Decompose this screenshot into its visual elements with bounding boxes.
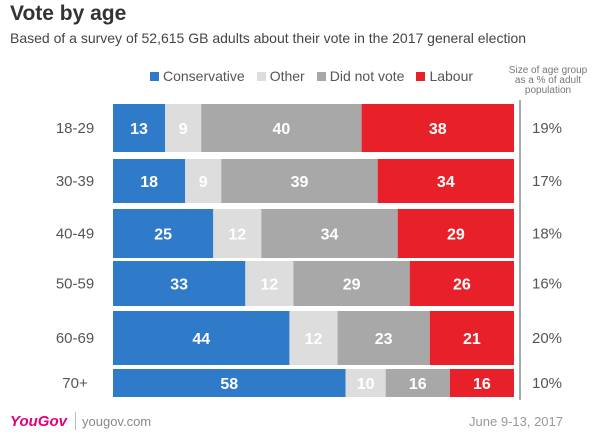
group-size-label: 10% [532,375,562,392]
yougov-logo: YouGov [10,413,67,430]
bar-segment-conservative [113,311,290,365]
data-label: 33 [170,277,188,294]
data-label: 23 [375,331,393,348]
category-label: 50-59 [56,276,94,293]
chart-title: Vote by age [10,2,127,25]
data-label: 29 [447,227,465,244]
group-size-label: 18% [532,226,562,243]
legend-label-conservative: Conservative [163,68,245,84]
legend-swatch-conservative [150,71,159,81]
bar-segment-labour [429,311,514,365]
category-label: 40-49 [56,226,94,243]
legend-item-other: Other [256,68,305,84]
group-size-header-line: Size of age group [508,65,588,76]
bar-segment-labour [361,104,514,152]
bar-segment-conservative [113,104,166,152]
bar-segment-labour [409,261,514,306]
data-label: 10 [357,376,375,393]
bar-segment-did_not_vote [221,159,378,203]
group-size-header-line: as a % of adult [514,75,582,86]
footer-divider [75,412,76,430]
bar-segment-did_not_vote [261,209,398,258]
data-label: 29 [343,277,361,294]
legend-swatch-did-not-vote [316,71,326,81]
bar-segment-did_not_vote [337,311,430,365]
bar-segment-did_not_vote [201,104,362,152]
category-label: 30-39 [56,173,94,190]
legend-item-did-not-vote: Did not vote [316,68,405,84]
bar-segment-conservative [113,261,246,306]
bar-segment-other [245,261,294,306]
chart-subtitle: Based of a survey of 52,615 GB adults ab… [10,30,527,46]
legend-item-labour: Labour [416,68,473,84]
legend-label-other: Other [269,68,305,84]
legend-label-did-not-vote: Did not vote [329,68,405,84]
bar-segment-did_not_vote [385,369,450,397]
data-label: 12 [260,277,278,294]
data-label: 16 [409,376,427,393]
category-label: 70+ [62,375,88,392]
bar-segment-other [213,209,262,258]
bar-segment-other [345,369,386,397]
bar-segment-labour [397,209,514,258]
data-label: 34 [437,174,455,191]
data-label: 58 [220,376,238,393]
data-label: 18 [140,174,158,191]
data-label: 9 [199,174,208,191]
bar-segment-other [185,159,222,203]
bar-segment-conservative [113,159,186,203]
group-size-header-line: population [524,85,572,96]
data-label: 21 [463,331,481,348]
group-size-header: Size of age group as a % of adult popula… [498,66,598,96]
data-label: 13 [130,121,148,138]
data-label: 12 [228,227,246,244]
data-label: 44 [192,331,210,348]
data-label: 26 [453,277,471,294]
group-size-label: 19% [532,120,562,137]
data-label: 25 [154,227,172,244]
footer-url: yougov.com [82,414,152,429]
data-label: 9 [179,121,188,138]
bar-segment-labour [449,369,514,397]
legend: Conservative Other Did not vote Labour [150,68,473,84]
category-label: 18-29 [56,120,94,137]
data-label: 40 [273,121,291,138]
group-size-label: 17% [532,173,562,190]
category-label: 60-69 [56,330,94,347]
bar-segment-conservative [113,369,346,397]
bar-segment-did_not_vote [293,261,410,306]
legend-swatch-other [256,71,266,81]
legend-item-conservative: Conservative [150,68,245,84]
bar-segment-labour [377,159,514,203]
bar-segment-other [165,104,202,152]
data-label: 12 [305,331,323,348]
group-size-label: 16% [532,276,562,293]
legend-label-labour: Labour [429,68,474,84]
legend-swatch-labour [416,71,426,81]
data-label: 38 [429,121,447,138]
bar-segment-other [289,311,338,365]
bar-segment-conservative [113,209,214,258]
data-label: 34 [321,227,339,244]
footer-date: June 9-13, 2017 [469,414,563,429]
group-size-label: 20% [532,330,562,347]
data-label: 39 [291,174,309,191]
data-label: 16 [473,376,491,393]
